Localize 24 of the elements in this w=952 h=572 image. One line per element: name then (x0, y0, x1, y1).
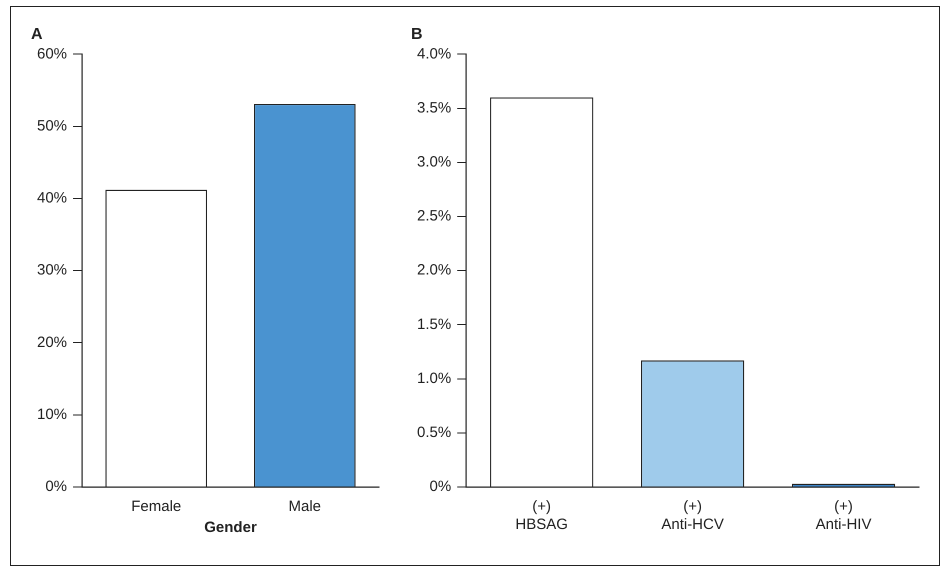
y-tick-label: 20% (36, 334, 68, 351)
x-axis-title: Gender (204, 519, 257, 536)
x-tick-label: (+) Anti-HIV (816, 498, 872, 534)
y-tick-label: 50% (36, 117, 68, 134)
x-tick-label: (+) HBSAG (515, 498, 568, 534)
y-tick-label: 0% (430, 478, 452, 496)
x-tick-label: (+) Anti-HCV (661, 498, 724, 534)
x-tick-label: Female (131, 498, 182, 516)
y-tick-label: 10% (36, 406, 68, 424)
y-tick-label: 3.0% (416, 154, 452, 171)
y-tick-label: 3.5% (416, 99, 452, 116)
y-tick-label: 2.0% (416, 262, 452, 279)
y-tick-label: 60% (36, 45, 68, 62)
y-tick-label: 1.0% (416, 370, 452, 387)
y-tick-label: 0.5% (416, 424, 452, 442)
x-tick-label: Male (288, 498, 322, 516)
y-tick-label: 0% (45, 478, 68, 496)
y-tick-label: 2.5% (416, 208, 452, 225)
y-tick-label: 4.0% (416, 45, 452, 62)
y-tick-label: 40% (36, 190, 68, 207)
y-tick-label: 1.5% (416, 316, 452, 333)
y-tick-label: 30% (36, 262, 68, 279)
chart-title: A (31, 26, 43, 44)
chart-title: B (411, 26, 423, 44)
